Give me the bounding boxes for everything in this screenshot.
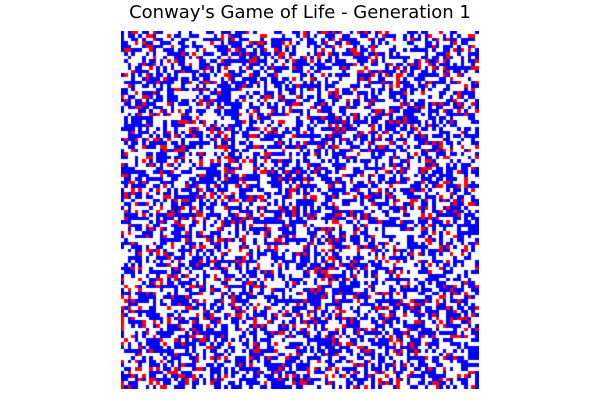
game-board-grid[interactable]	[121, 31, 479, 389]
page-title: Conway's Game of Life - Generation 1	[129, 2, 471, 23]
